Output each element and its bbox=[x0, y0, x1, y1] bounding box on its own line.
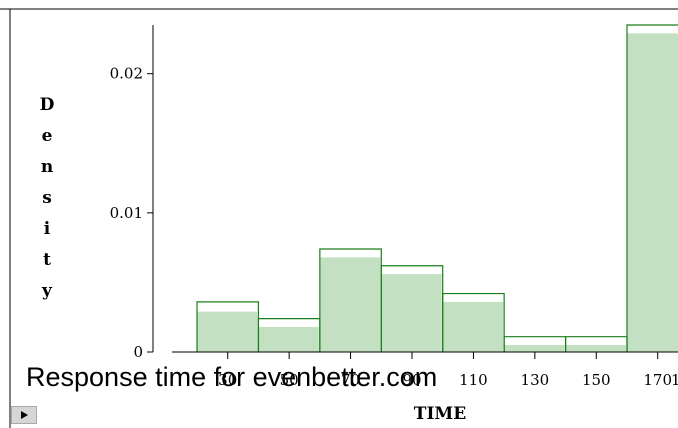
play-button[interactable] bbox=[11, 406, 37, 424]
y-tick-label-1: 0 bbox=[133, 343, 143, 361]
histogram-bar-7 bbox=[566, 345, 626, 352]
x-tick-label-6: 130 bbox=[521, 371, 550, 389]
histogram-bar-5 bbox=[443, 301, 504, 352]
axes-layer bbox=[147, 25, 678, 359]
x-tick-label-5: 110 bbox=[459, 371, 488, 389]
y-tick-label-3: 0.02 bbox=[110, 65, 143, 83]
histogram-bar-6 bbox=[504, 345, 565, 352]
histogram-bar-3 bbox=[320, 257, 381, 352]
x-tick-label-8: 170 bbox=[643, 371, 672, 389]
chart-caption: Response time for evenbetter.com bbox=[26, 362, 438, 392]
bars-layer bbox=[197, 33, 678, 352]
histogram-bar-1 bbox=[197, 311, 258, 352]
histogram-bar-4 bbox=[381, 274, 442, 352]
labels-layer: 0 0.01 0.02 30 50 70 90 110 130 150 170 TIME D e n s i t y… bbox=[40, 65, 678, 424]
y-tick-label-2: 0.01 bbox=[110, 204, 143, 222]
outline-bin-5 bbox=[442, 292, 505, 352]
outline-bin-8 bbox=[626, 24, 678, 352]
x-tick-label-7: 150 bbox=[582, 371, 611, 389]
x-tick-label-1: 30 bbox=[218, 371, 237, 389]
x-axis-title: TIME bbox=[414, 404, 466, 424]
histogram-bar-2 bbox=[258, 326, 319, 352]
x-tick-label-4: 90 bbox=[402, 371, 421, 389]
play-icon bbox=[21, 411, 28, 419]
x-tick-label-2: 50 bbox=[280, 371, 299, 389]
histogram-bar-8 bbox=[627, 33, 678, 352]
x-tick-label-clipped: 1 bbox=[671, 371, 678, 389]
outline-layer bbox=[196, 24, 678, 352]
x-tick-label-3: 70 bbox=[341, 371, 360, 389]
